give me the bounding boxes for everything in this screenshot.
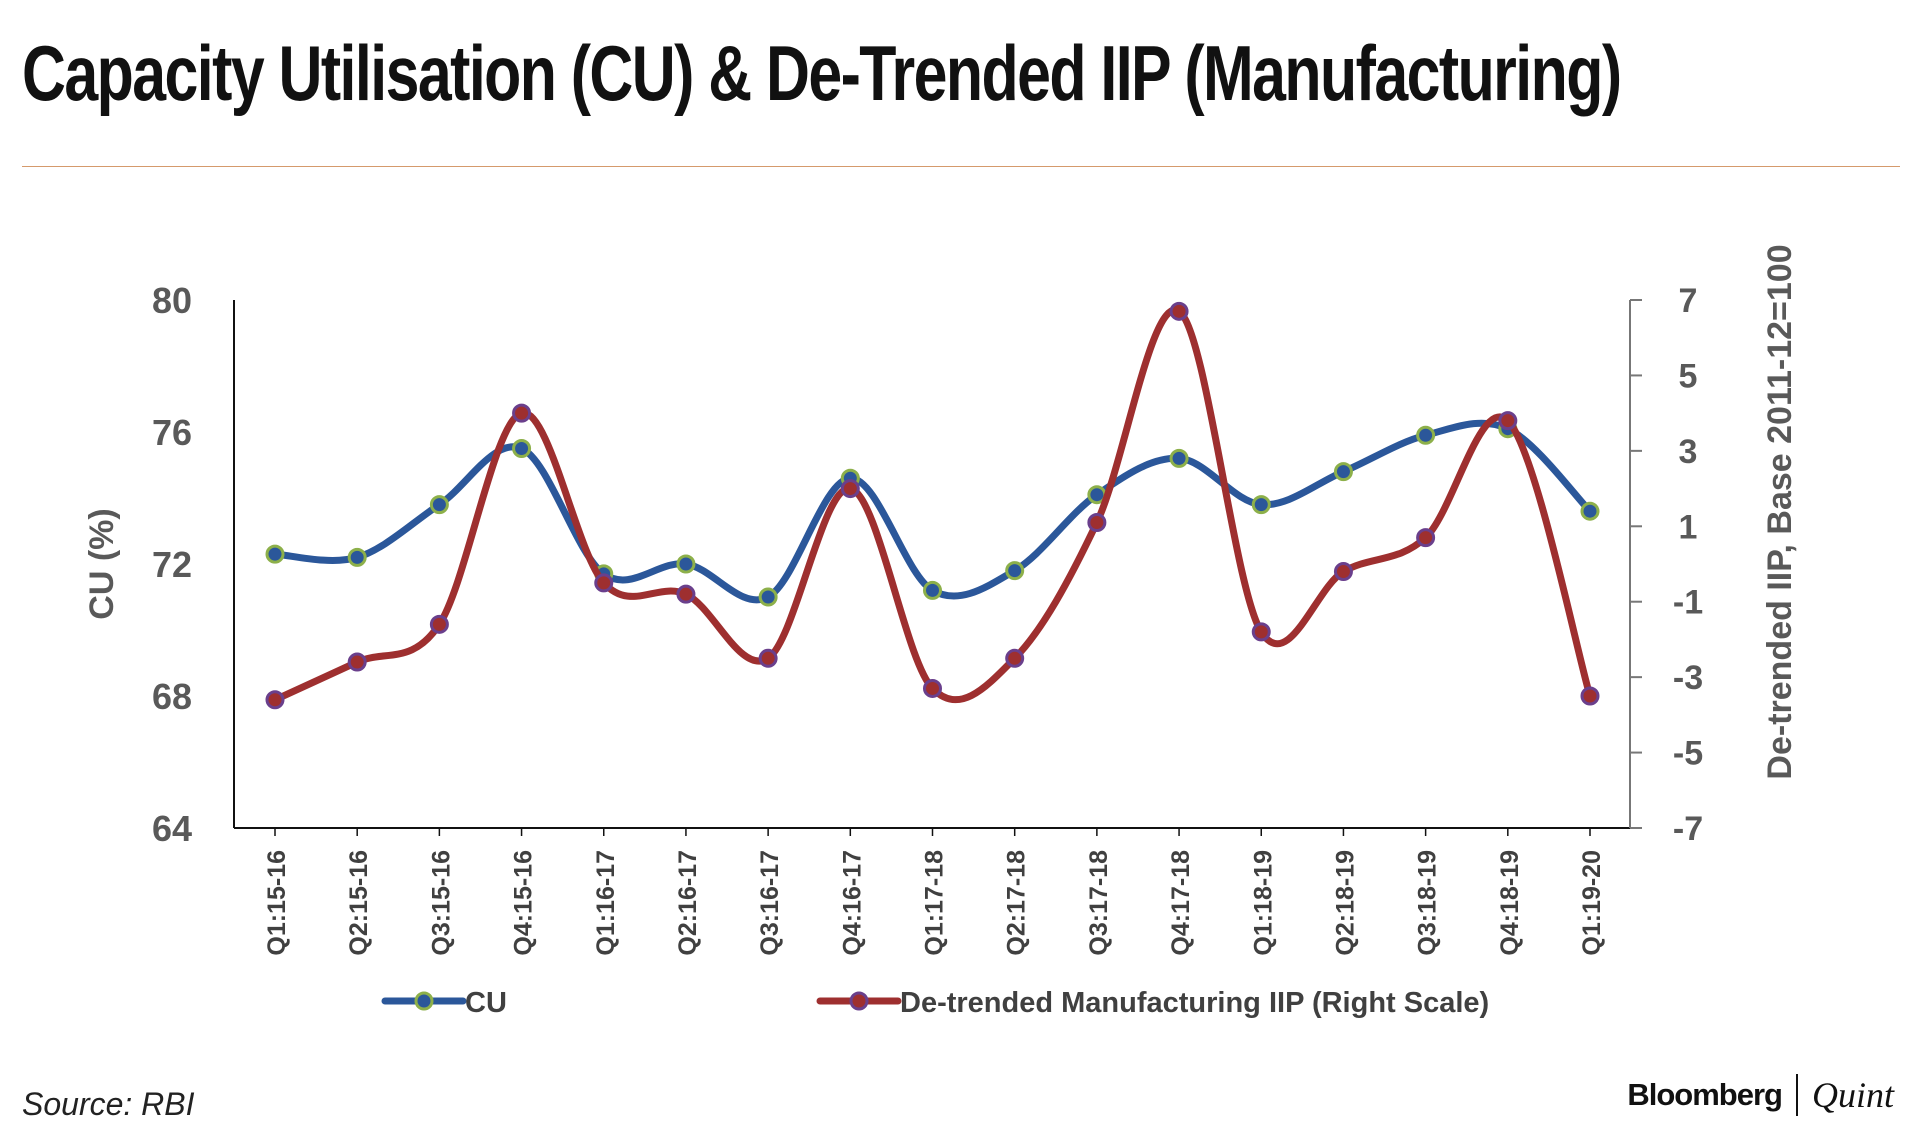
x-tick-label: Q1:16-17 (592, 850, 620, 956)
x-tick-label: Q2:15-16 (345, 850, 373, 956)
right-tick-label: -5 (1673, 735, 1703, 773)
left-tick-label: 80 (152, 280, 192, 321)
series-iip-marker (923, 678, 942, 698)
brand-logo: Bloomberg Quint (1627, 1074, 1894, 1116)
right-tick-label: 3 (1679, 433, 1698, 471)
left-axis-title: CU (%) (83, 508, 121, 619)
series-iip-line (271, 306, 1594, 704)
x-tick-label: Q1:15-16 (263, 850, 291, 956)
series-iip-marker (1087, 513, 1107, 533)
series-cu-marker (512, 439, 532, 458)
chart: 80 76 72 68 64 7 5 3 1 -1 -3 -5 -7 CU (%) De-trended I… (83, 244, 1799, 1019)
series-cu-marker (1416, 425, 1436, 445)
series-iip-marker (1333, 562, 1353, 582)
right-tick-label: 1 (1679, 508, 1698, 546)
series-iip-marker (1251, 622, 1271, 642)
legend-iip-label: De-trended Manufacturing IIP (Right Scal… (900, 987, 1489, 1019)
x-tick-label: Q3:16-17 (756, 850, 784, 956)
x-tick-label: Q4:18-19 (1496, 850, 1524, 956)
series-cu-marker (265, 544, 285, 564)
series-iip-marker (758, 648, 778, 668)
x-tick-label: Q2:18-19 (1331, 850, 1359, 956)
x-tick-label: Q2:16-17 (674, 850, 702, 956)
series-cu-marker (1333, 462, 1353, 482)
x-tick-label: Q4:16-17 (838, 850, 866, 956)
series-iip-marker (347, 652, 367, 672)
chart-title: Capacity Utilisation (CU) & De-Trended I… (22, 29, 1622, 117)
legend-cu-label: CU (465, 987, 507, 1019)
legend-iip-marker (849, 991, 869, 1011)
x-tick-label: Q2:17-18 (1003, 850, 1031, 956)
x-tick-label: Q1:19-20 (1578, 850, 1606, 956)
left-tick-label: 68 (152, 676, 192, 717)
right-tick-label: 7 (1679, 282, 1698, 320)
right-tick-label: -1 (1673, 584, 1703, 622)
left-tick-label: 64 (152, 808, 192, 849)
series-cu-marker (1005, 561, 1025, 581)
series-cu-marker (1251, 495, 1271, 515)
series-cu-marker (923, 580, 942, 600)
x-tick-label: Q3:15-16 (427, 850, 455, 956)
series-cu-marker (1169, 448, 1189, 468)
brand-divider (1795, 1074, 1798, 1116)
series-iip-marker (265, 690, 285, 710)
series-cu-marker (676, 554, 696, 574)
x-tick-label: Q1:18-19 (1249, 850, 1277, 956)
right-tick-label: -7 (1673, 810, 1703, 848)
right-axis-title: De-trended IIP, Base 2011-12=100 (1761, 244, 1799, 779)
title-divider (22, 166, 1900, 167)
series-cu-line (271, 419, 1594, 604)
right-tick-label: -3 (1673, 659, 1703, 697)
left-tick-label: 72 (152, 544, 192, 585)
x-tick-label: Q4:17-18 (1167, 850, 1195, 956)
series-cu-marker (1580, 501, 1600, 521)
series-iip-marker (512, 403, 532, 423)
brand-bloomberg: Bloomberg (1627, 1077, 1783, 1112)
series-iip-marker (1005, 648, 1025, 668)
series-iip-marker (1416, 528, 1436, 548)
series-iip-marker (594, 573, 614, 593)
right-tick-label: 5 (1679, 357, 1698, 395)
legend-cu-marker (414, 991, 434, 1011)
series-cu-marker (429, 495, 449, 515)
series-iip-marker (1580, 686, 1600, 706)
x-tick-label: Q3:17-18 (1085, 850, 1113, 956)
x-tick-label: Q1:17-18 (921, 850, 949, 956)
series-iip-marker (840, 479, 860, 499)
series-cu-marker (347, 547, 367, 567)
series-cu-marker (758, 587, 778, 607)
source-note: Source: RBI (22, 1086, 195, 1122)
x-tick-label: Q3:18-19 (1414, 850, 1442, 956)
series-iip-marker (1169, 301, 1189, 321)
series-iip-marker (1498, 411, 1518, 431)
brand-quint: Quint (1811, 1075, 1894, 1115)
left-tick-label: 76 (152, 412, 192, 453)
series-iip-marker (429, 614, 449, 634)
x-tick-label: Q4:15-16 (510, 850, 538, 956)
series-iip-marker (676, 584, 696, 604)
